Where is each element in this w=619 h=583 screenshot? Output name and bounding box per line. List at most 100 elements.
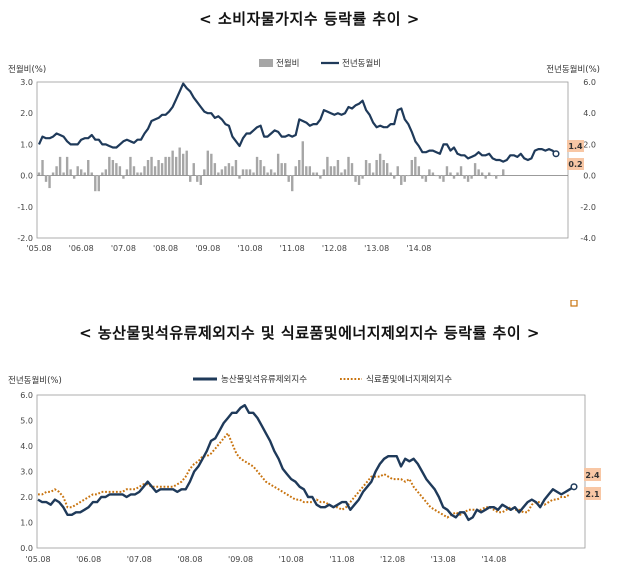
line-yoy [37, 82, 557, 163]
legend-line-label: 전년동월비 [342, 58, 381, 69]
bar-mom [361, 175, 364, 179]
chart2-title: < 농산물및석유류제외지수 및 식료품및에너지제외지수 등락률 추이 > [79, 324, 540, 342]
bar-mom [280, 163, 283, 176]
bar-mom [354, 175, 357, 182]
plot-frame [36, 394, 586, 549]
bar-mom [287, 175, 290, 182]
bar-mom [51, 172, 55, 176]
bar-mom [181, 153, 185, 176]
bar-mom [217, 172, 220, 176]
bar-mom [463, 175, 466, 179]
bar-mom [424, 175, 428, 182]
y-tick-label: 0.0 [20, 544, 33, 553]
x-tick-label: '11.08 [280, 244, 305, 253]
bar-mom [410, 160, 414, 176]
bar-mom [403, 175, 406, 182]
x-tick-label: '12.08 [380, 555, 405, 564]
bar-mom [347, 156, 350, 176]
left-tick-label: 2.0 [20, 109, 33, 118]
left-tick-label: 3.0 [20, 78, 33, 87]
bar-mom [491, 175, 494, 177]
bar-mom [139, 172, 143, 176]
bar-mom [62, 172, 65, 176]
legend-dotted-label: 식료품및에너지제외지수 [366, 374, 452, 385]
bar-mom [495, 175, 498, 179]
bar-mom [269, 169, 273, 176]
right-tick-label: 0.0 [583, 172, 596, 181]
bar-mom [435, 175, 438, 177]
bar-mom [122, 175, 125, 179]
bar-mom [371, 172, 375, 176]
bar-mom [385, 163, 389, 176]
bar-mom [171, 150, 174, 176]
bar-mom [178, 147, 181, 176]
left-tick-label: -2.0 [17, 234, 33, 243]
bar-mom [298, 160, 301, 176]
bar-mom [322, 169, 326, 176]
bar-mom [136, 172, 139, 176]
x-tick-label: '11.08 [329, 555, 354, 564]
y-tick-label: 4.0 [20, 442, 33, 451]
bar-mom [333, 166, 336, 176]
line-core-agri-oil [37, 403, 575, 522]
bar-mom [213, 163, 217, 176]
bar-mom [375, 160, 378, 176]
right-tick-label: 6.0 [583, 78, 596, 87]
cpi-chart: 3.0 2.0 1.0 0.0 -1.0 -2.0 6.0 4.0 2.0 0.0 -2.0 -4.0… [8, 58, 600, 253]
bar-mom [329, 166, 333, 176]
end-label-dotted: 2.1 [585, 490, 600, 499]
end-label-box-solid [584, 468, 601, 481]
bar-mom [466, 175, 470, 182]
bar-mom [167, 156, 171, 176]
bar-mom [174, 156, 178, 176]
bar-mom [252, 172, 255, 176]
bar-mom [189, 175, 192, 182]
y-tick-label: 3.0 [20, 468, 33, 477]
bar-mom [477, 169, 480, 176]
left-tick-label: 0.0 [20, 172, 33, 181]
bar-mom [259, 160, 262, 176]
bar-mom [76, 166, 79, 176]
bar-mom [305, 166, 308, 176]
bar-mom [115, 163, 118, 176]
bar-mom [199, 175, 202, 185]
bar-mom [255, 156, 259, 176]
bar-mom [336, 160, 340, 176]
end-label-box-bar [567, 158, 584, 170]
legend-bar-swatch [259, 59, 273, 67]
bar-mom [421, 175, 424, 179]
bar-mom [364, 160, 368, 176]
bar-mom [445, 166, 449, 176]
bar-mom [224, 166, 227, 176]
bar-mom [393, 175, 396, 179]
y-tick-label: 5.0 [20, 417, 33, 426]
x-tick-label: '14.08 [481, 555, 506, 564]
bar-mom [48, 175, 51, 189]
core-index-chart: 6.0 5.0 4.0 3.0 2.0 1.0 0.0 '05.08 '06.08 '07.08 '… [8, 300, 601, 564]
x-tick-label: '07.08 [127, 555, 152, 564]
bar-mom [104, 169, 108, 176]
x-tick-label: '10.08 [237, 244, 262, 253]
bar-mom [368, 163, 371, 176]
bar-mom [41, 160, 44, 176]
bar-mom [185, 150, 188, 176]
y-tick-label: 2.0 [20, 493, 33, 502]
bar-mom [276, 153, 280, 176]
bar-mom [417, 166, 421, 176]
bar-mom [220, 169, 224, 176]
bar-mom [241, 169, 245, 176]
bar-mom [487, 172, 491, 176]
right-tick-label: 2.0 [583, 140, 596, 149]
y-axis-label: 전년동월비(%) [8, 375, 62, 386]
bar-mom [143, 166, 146, 176]
bar-mom [378, 153, 382, 176]
x-tick-label: '05.08 [26, 244, 51, 253]
end-label-solid: 2.4 [585, 471, 600, 480]
bar-mom [37, 172, 41, 176]
bar-mom [452, 175, 456, 179]
bar-mom [484, 175, 487, 179]
chart1-title: < 소비자물가지수 등락률 추이 > [199, 10, 420, 28]
bar-mom [400, 175, 403, 185]
bar-mom [340, 172, 343, 176]
bar-mom [248, 169, 252, 176]
